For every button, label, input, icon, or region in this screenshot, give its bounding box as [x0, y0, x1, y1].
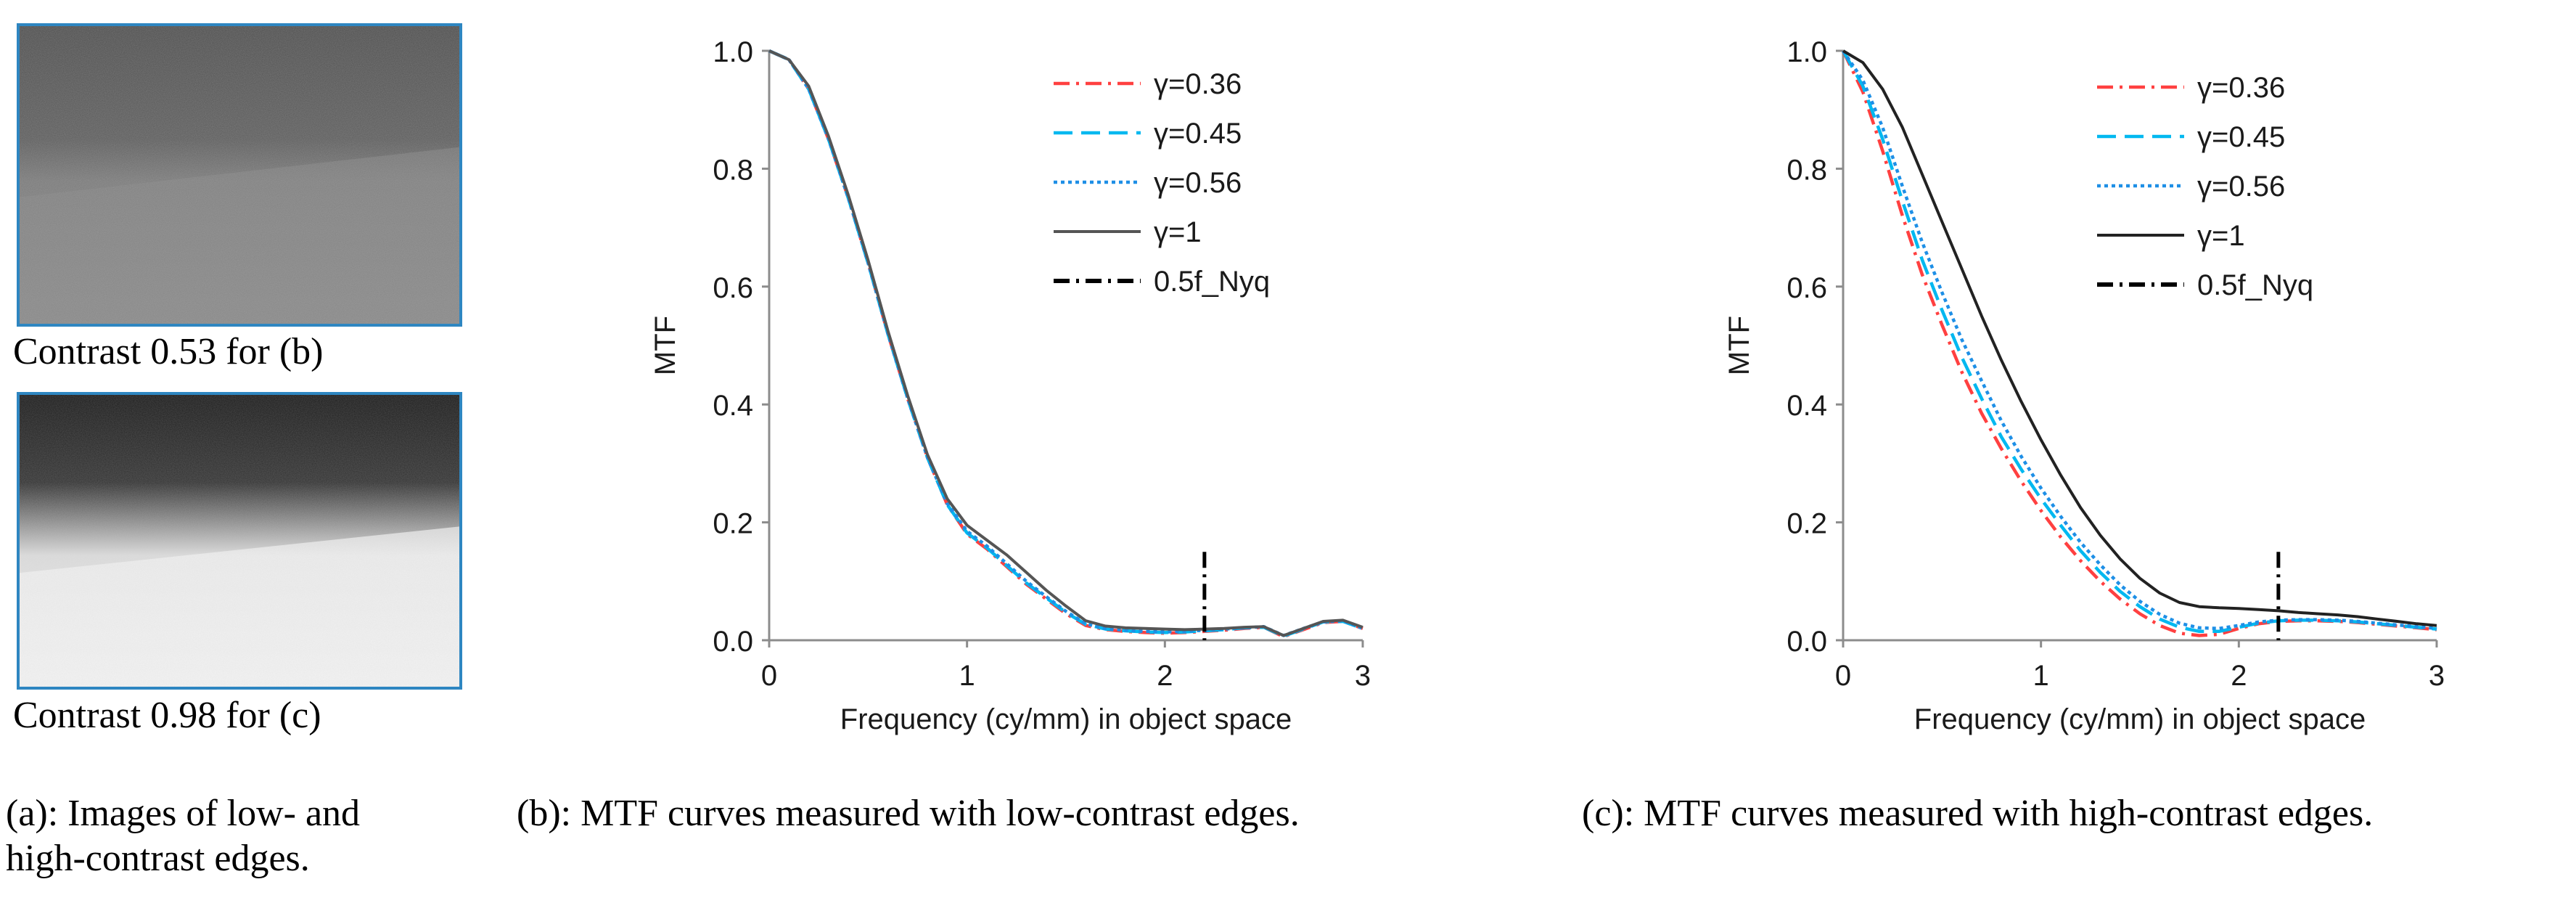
caption-a-line1: (a): Images of low- and [6, 793, 361, 834]
chart-b-y-tick-label: 0.8 [713, 154, 753, 186]
low-contrast-label: Contrast 0.53 for (b) [13, 331, 324, 372]
chart-b-y-tick-label: 1.0 [713, 36, 753, 68]
chart-c-legend-label-4: 0.5f_Nyq [2197, 269, 2313, 301]
panel-a: Contrast 0.53 for (b) Contrast 0.98 for … [0, 0, 464, 911]
chart-b-legend-label-0: γ=0.36 [1154, 68, 1242, 100]
chart-c-legend-label-1: γ=0.45 [2197, 121, 2285, 153]
chart-c-y-tick-label: 0.8 [1787, 154, 1827, 186]
chart-b-legend-label-1: γ=0.45 [1154, 118, 1242, 150]
chart-b-legend-label-3: γ=1 [1154, 216, 1202, 248]
chart-c-series-line-2 [1842, 49, 2437, 631]
chart-b-series-line-3 [768, 49, 1363, 637]
chart-c-series-line-0 [1841, 50, 2437, 637]
chart-b-x-tick-label: 3 [1355, 660, 1371, 692]
chart-b-y-axis-label: MTF [649, 316, 681, 375]
chart-b-y-tick-label: 0.0 [713, 626, 753, 658]
chart-b-series-line-1 [768, 49, 1363, 638]
chart-c-legend-label-0: γ=0.36 [2197, 72, 2285, 104]
chart-b-x-tick-label: 1 [959, 660, 975, 692]
high-contrast-edge-image [17, 392, 462, 690]
chart-c-y-axis-label: MTF [1723, 316, 1755, 375]
high-contrast-edge-graphic [20, 395, 459, 687]
chart-c-x-tick-label: 2 [2231, 660, 2247, 692]
chart-c-series-line-3 [1842, 49, 2437, 627]
chart-b-legend-label-4: 0.5f_Nyq [1154, 266, 1270, 298]
chart-c-y-tick-label: 0.2 [1787, 508, 1827, 540]
chart-b-y-tick-label: 0.6 [713, 272, 753, 304]
chart-b-x-tick-label: 0 [761, 660, 777, 692]
chart-b-series-line-2 [768, 49, 1363, 637]
chart-c-y-tick-label: 0.6 [1787, 272, 1827, 304]
chart-b-legend-label-2: γ=0.56 [1154, 167, 1242, 199]
chart-b-low-contrast-mtf: 0.0 0.2 0.4 0.6 0.8 1.0 0 1 2 3 Frequency (cy/mm) … [649, 36, 1371, 735]
chart-c-y-tick-label: 0.4 [1787, 390, 1827, 422]
low-contrast-edge-graphic [20, 26, 459, 324]
caption-c: (c): MTF curves measured with high-contr… [1582, 793, 2374, 834]
chart-b-y-tick-label: 0.4 [713, 390, 753, 422]
chart-c-high-contrast-mtf: 0.0 0.2 0.4 0.6 0.8 1.0 0 1 2 3 Frequency (cy/mm) … [1723, 36, 2445, 735]
chart-c-x-tick-label: 1 [2033, 660, 2049, 692]
caption-a-line2: high-contrast edges. [6, 838, 310, 879]
chart-b-y-tick-label: 0.2 [713, 508, 753, 540]
low-contrast-edge-image [17, 23, 462, 327]
chart-b-x-axis-label: Frequency (cy/mm) in object space [840, 703, 1292, 735]
chart-b-x-tick-label: 2 [1157, 660, 1173, 692]
caption-b: (b): MTF curves measured with low-contra… [517, 793, 1300, 834]
chart-b-series-line-0 [768, 49, 1363, 639]
high-contrast-label: Contrast 0.98 for (c) [13, 695, 321, 736]
chart-c-legend-label-2: γ=0.56 [2197, 171, 2285, 203]
chart-c-x-tick-label: 3 [2429, 660, 2445, 692]
chart-c-y-tick-label: 0.0 [1787, 626, 1827, 658]
chart-c-x-axis-label: Frequency (cy/mm) in object space [1914, 703, 2366, 735]
chart-c-legend-label-3: γ=1 [2197, 220, 2245, 252]
chart-c-x-tick-label: 0 [1835, 660, 1851, 692]
chart-c-y-tick-label: 1.0 [1787, 36, 1827, 68]
caption-a: (a): Images of low- and high-contrast ed… [6, 791, 360, 881]
